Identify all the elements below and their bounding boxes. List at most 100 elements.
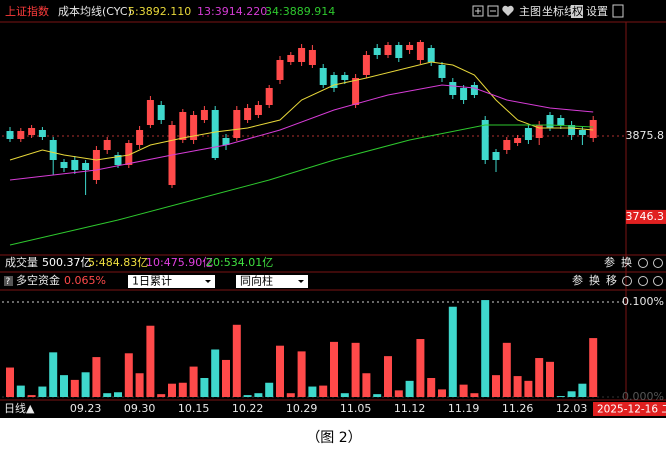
candle-body bbox=[298, 48, 306, 62]
candle-body bbox=[38, 130, 46, 137]
zoom-in-icon[interactable] bbox=[472, 5, 484, 17]
fund-bar bbox=[524, 380, 533, 397]
fund-bar bbox=[448, 306, 457, 397]
period-label[interactable]: 日线▲ bbox=[4, 401, 35, 415]
candle-body bbox=[179, 112, 187, 140]
fund-bar bbox=[178, 382, 187, 397]
dropdown[interactable] bbox=[236, 275, 308, 288]
fund-bar bbox=[16, 385, 25, 397]
param-button[interactable]: 参 bbox=[572, 273, 583, 287]
candle-body bbox=[362, 55, 370, 75]
candle-body bbox=[341, 75, 349, 80]
candle-body bbox=[503, 140, 511, 150]
moving-average bbox=[9, 84, 594, 181]
main-chart-button[interactable]: 主图 bbox=[519, 5, 541, 18]
plus-glyph bbox=[475, 8, 481, 14]
candle-body bbox=[60, 162, 68, 168]
candle-body bbox=[416, 42, 424, 60]
candle-body bbox=[438, 65, 446, 78]
fund-bar bbox=[146, 325, 155, 397]
candle-body bbox=[6, 131, 14, 139]
candle-body bbox=[233, 110, 241, 138]
candle-body bbox=[136, 130, 144, 145]
x-tick-label: 10.29 bbox=[286, 402, 318, 415]
fund-bar bbox=[27, 395, 36, 397]
option-icon[interactable] bbox=[622, 276, 632, 286]
fund-bar bbox=[535, 358, 544, 397]
candle-body bbox=[222, 138, 230, 145]
dropdown-text: 1日累计 bbox=[132, 275, 172, 288]
candle-body bbox=[319, 68, 327, 85]
zoom-out-icon[interactable] bbox=[487, 5, 499, 17]
fund-bar bbox=[513, 376, 522, 397]
x-tick-label: 09.30 bbox=[124, 402, 156, 415]
fund-bar bbox=[308, 386, 317, 397]
candle-body bbox=[287, 55, 295, 62]
move-button[interactable]: 移 bbox=[606, 274, 617, 287]
fund-bar bbox=[254, 393, 263, 397]
x-tick-label: 11.19 bbox=[448, 402, 480, 415]
moving-average bbox=[9, 124, 594, 246]
x-tick-label: 12.03 bbox=[556, 402, 588, 415]
help-icon[interactable] bbox=[4, 276, 13, 286]
candle-body bbox=[308, 50, 316, 65]
fund-bar bbox=[427, 377, 436, 397]
param-button[interactable]: 参 bbox=[604, 255, 615, 269]
fund-label: 多空资金 bbox=[16, 273, 60, 287]
close-icon[interactable] bbox=[653, 258, 663, 268]
switch-button[interactable]: 换 bbox=[621, 255, 632, 269]
fund-bar bbox=[297, 351, 306, 397]
switch-button[interactable]: 换 bbox=[589, 273, 600, 287]
price-marker-bg bbox=[626, 209, 666, 224]
x-tick-label: 11.05 bbox=[340, 402, 372, 415]
candle-body bbox=[449, 82, 457, 95]
fund-bar bbox=[211, 349, 220, 397]
legend-entry: 13:3914.220 bbox=[197, 5, 267, 18]
candle-body bbox=[200, 110, 208, 120]
favorite-icon[interactable] bbox=[502, 5, 514, 16]
candle-body bbox=[535, 125, 543, 138]
volume-item: 20:534.01亿 bbox=[206, 256, 273, 269]
fund-bar bbox=[38, 386, 47, 397]
candle-body bbox=[82, 163, 90, 170]
volume-label: 成交量 bbox=[5, 255, 38, 269]
candle-body bbox=[406, 45, 414, 50]
fund-bar bbox=[546, 361, 554, 397]
candle-body bbox=[460, 88, 468, 100]
fund-bar bbox=[340, 393, 349, 397]
fund-bar bbox=[459, 384, 468, 397]
axis-button[interactable]: 坐标线 bbox=[542, 4, 575, 18]
candle-body bbox=[546, 115, 554, 128]
candle-body bbox=[514, 138, 522, 143]
fund-bar bbox=[60, 375, 68, 397]
candle-body bbox=[276, 60, 284, 80]
dropdown[interactable] bbox=[128, 275, 215, 288]
fund-bar bbox=[6, 367, 14, 397]
window-icon[interactable] bbox=[612, 4, 624, 18]
rights-bg bbox=[571, 5, 583, 18]
option-icon[interactable] bbox=[638, 276, 648, 286]
option-icon[interactable] bbox=[638, 258, 648, 268]
moving-average bbox=[9, 61, 594, 161]
fund-bar bbox=[265, 382, 274, 397]
cursor-date-bg bbox=[593, 402, 666, 416]
candle-body bbox=[146, 100, 154, 125]
dropdown-arrow bbox=[298, 280, 304, 283]
candle-body bbox=[265, 88, 273, 105]
price-marker: 3746.3 bbox=[626, 210, 665, 223]
volume-item: 10:475.90亿 bbox=[146, 256, 213, 269]
fund-bar bbox=[124, 353, 133, 397]
y-tick-label: 0.100% bbox=[622, 295, 664, 308]
candle-body bbox=[470, 85, 478, 95]
fund-bar bbox=[114, 392, 122, 397]
settings-button[interactable]: 设置 bbox=[586, 5, 608, 18]
fund-bar bbox=[92, 357, 101, 397]
fund-bar bbox=[556, 396, 565, 397]
candle-body bbox=[211, 110, 219, 158]
close-icon[interactable] bbox=[653, 276, 663, 286]
candle-body bbox=[330, 75, 338, 88]
x-tick-label: 10.15 bbox=[178, 402, 210, 415]
rights-button[interactable]: 权 bbox=[572, 5, 583, 18]
fund-bar bbox=[438, 389, 446, 397]
